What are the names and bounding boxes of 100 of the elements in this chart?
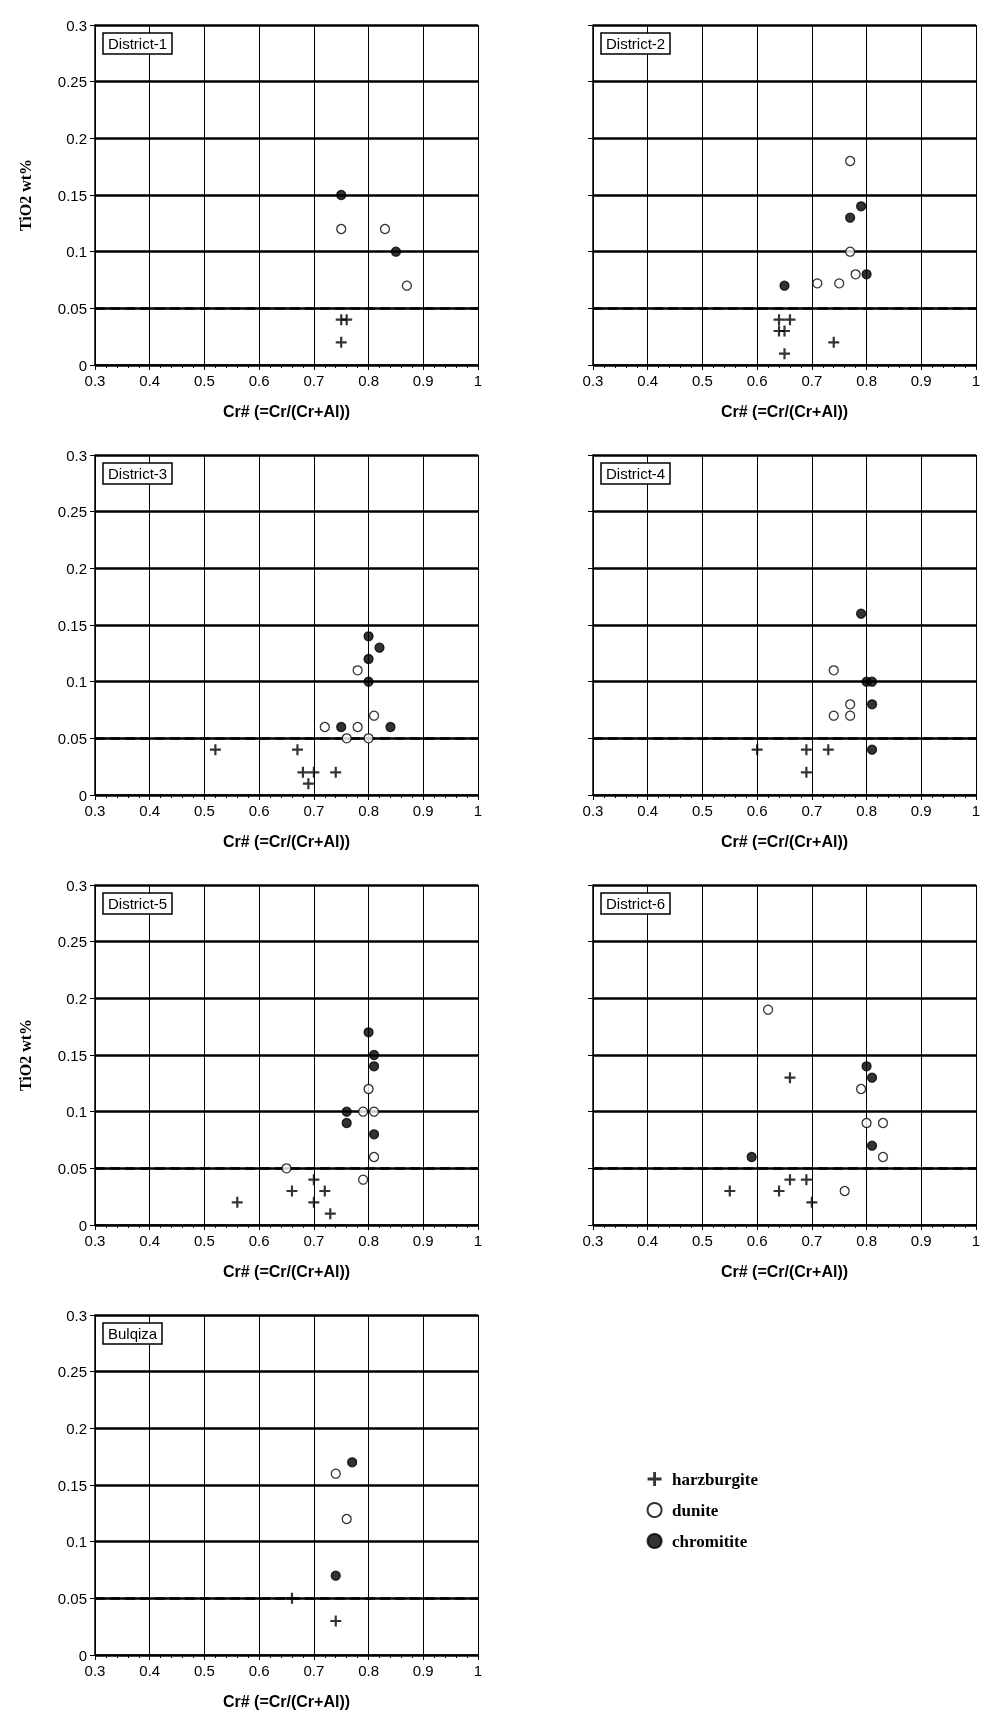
x-axis-title: Cr# (=Cr/(Cr+Al)) — [222, 402, 351, 420]
point — [855, 1083, 867, 1095]
x-tick-label: 0.6 — [746, 1232, 768, 1249]
y-tick-label: 0.1 — [66, 1533, 87, 1551]
x-tick-label: 0.5 — [692, 1232, 713, 1249]
y-tick-label: 0 — [78, 356, 87, 374]
text: District-3 — [108, 465, 168, 482]
point — [352, 721, 363, 733]
point — [368, 1106, 380, 1117]
point — [352, 665, 363, 676]
x-tick-label: 1 — [473, 1662, 483, 1679]
x-tick-label: 0.8 — [856, 802, 877, 819]
y-tick-label: 0.2 — [66, 559, 87, 577]
point — [330, 766, 342, 778]
x-tick-label: 0.4 — [139, 1662, 161, 1679]
x-tick-label: 0.7 — [801, 372, 823, 389]
x-tick-label: 1 — [473, 1232, 483, 1249]
point — [784, 1174, 796, 1186]
point — [363, 653, 374, 665]
x-tick-label: 0.8 — [358, 372, 379, 389]
x-tick-label: 0.9 — [412, 1662, 434, 1679]
point — [368, 710, 380, 721]
x-tick-label: 0.9 — [910, 802, 932, 819]
x-tick-label: 0.3 — [582, 802, 604, 819]
point — [330, 1570, 341, 1581]
point — [379, 223, 391, 235]
point — [341, 1117, 352, 1129]
x-tick-label: 0.3 — [582, 1232, 604, 1249]
point — [839, 1185, 850, 1197]
point — [363, 631, 374, 642]
point — [231, 1196, 243, 1208]
y-tick-label: 0.1 — [66, 243, 87, 261]
x-axis-title: Cr# (=Cr/(Cr+Al)) — [222, 1692, 351, 1710]
point — [319, 721, 330, 733]
point — [335, 336, 347, 348]
x-tick-label: 0.8 — [856, 1232, 877, 1249]
point — [330, 1615, 342, 1627]
x-tick-label: 0.4 — [637, 802, 659, 819]
y-tick-label: 0 — [78, 1216, 87, 1234]
legend-label: dunite — [672, 1500, 719, 1520]
y-tick-label: 0.25 — [57, 1363, 87, 1381]
y-axis-title: TiO2 wt% — [16, 158, 34, 232]
point — [324, 1208, 336, 1220]
point — [746, 1151, 757, 1163]
text: Bulqiza — [108, 1325, 158, 1342]
point — [855, 201, 867, 212]
x-tick-label: 0.7 — [303, 1232, 325, 1249]
point — [336, 223, 347, 235]
point — [308, 1196, 320, 1208]
x-tick-label: 0.8 — [856, 372, 877, 389]
x-axis-title: Cr# (=Cr/(Cr+Al)) — [222, 832, 351, 850]
point — [866, 1072, 878, 1083]
point — [368, 1049, 380, 1061]
point — [341, 314, 353, 326]
point — [297, 766, 309, 778]
x-tick-label: 0.6 — [746, 802, 768, 819]
point — [374, 642, 385, 653]
y-tick-label: 0.25 — [57, 73, 87, 91]
point — [319, 1185, 331, 1197]
x-tick-label: 0.7 — [303, 372, 325, 389]
point — [845, 710, 856, 721]
point — [828, 665, 839, 676]
point — [812, 278, 823, 289]
y-tick-label: 0.25 — [57, 503, 87, 521]
point — [845, 699, 856, 710]
x-axis-title: Cr# (=Cr/(Cr+Al)) — [720, 1262, 849, 1280]
x-tick-label: 0.5 — [194, 802, 215, 819]
point — [861, 1117, 872, 1129]
y-tick-label: 0.3 — [66, 876, 87, 894]
point — [357, 1174, 369, 1185]
x-axis-title: Cr# (=Cr/(Cr+Al)) — [720, 402, 849, 420]
point — [866, 699, 878, 710]
x-tick-label: 0.5 — [194, 1232, 215, 1249]
y-tick-label: 0.05 — [57, 299, 87, 317]
point — [877, 1117, 889, 1129]
point — [390, 246, 402, 257]
point — [822, 744, 834, 756]
point — [855, 608, 867, 619]
x-tick-label: 0.9 — [412, 372, 434, 389]
x-tick-label: 0.5 — [194, 1662, 215, 1679]
point — [724, 1185, 736, 1197]
point — [850, 269, 861, 280]
point — [368, 1129, 380, 1140]
text: District-2 — [606, 35, 666, 52]
y-tick-label: 0 — [78, 786, 87, 804]
text: District-4 — [606, 465, 666, 482]
point — [363, 733, 374, 744]
point — [779, 280, 790, 291]
y-tick-label: 0.2 — [66, 1419, 87, 1437]
point — [861, 676, 872, 687]
x-axis-title: Cr# (=Cr/(Cr+Al)) — [222, 1262, 351, 1280]
x-tick-label: 0.7 — [801, 1232, 823, 1249]
point — [286, 1185, 298, 1197]
point — [286, 1592, 298, 1604]
point — [861, 1061, 872, 1072]
x-tick-label: 1 — [971, 802, 981, 819]
x-tick-label: 0.4 — [637, 372, 659, 389]
y-tick-label: 0.15 — [57, 1046, 87, 1064]
point — [341, 733, 352, 744]
point — [368, 1151, 380, 1163]
